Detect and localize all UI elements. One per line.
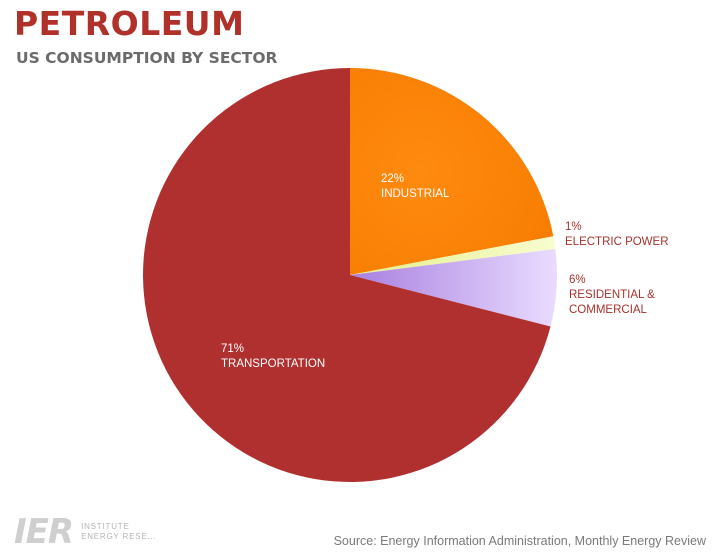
- pie-slice-electric-power: [350, 236, 556, 275]
- slice-label-industrial: 22% INDUSTRIAL: [381, 173, 450, 200]
- chart-subtitle: US CONSUMPTION BY SECTOR: [16, 49, 278, 67]
- source-note: Source: Energy Information Administratio…: [333, 534, 706, 548]
- pie-slice-industrial: [350, 68, 554, 275]
- ier-logo-mark: IER: [14, 512, 74, 552]
- chart-title: PETROLEUM: [14, 4, 245, 43]
- slice-label-electric-power: 1% ELECTRIC POWER: [565, 221, 669, 248]
- logo-line-1: INSTITUTE: [81, 522, 130, 531]
- pie-slice-residential-commercial: [350, 249, 558, 327]
- ier-logo: IER INSTITUTE ENERGY RESE...: [14, 512, 157, 552]
- pie-slice-transportation: [143, 68, 551, 482]
- slice-label-residential-commercial: 6% RESIDENTIAL & COMMERCIAL: [569, 274, 655, 316]
- logo-line-2: ENERGY RESE...: [81, 532, 157, 541]
- slice-label-transportation: 71% TRANSPORTATION: [221, 343, 325, 370]
